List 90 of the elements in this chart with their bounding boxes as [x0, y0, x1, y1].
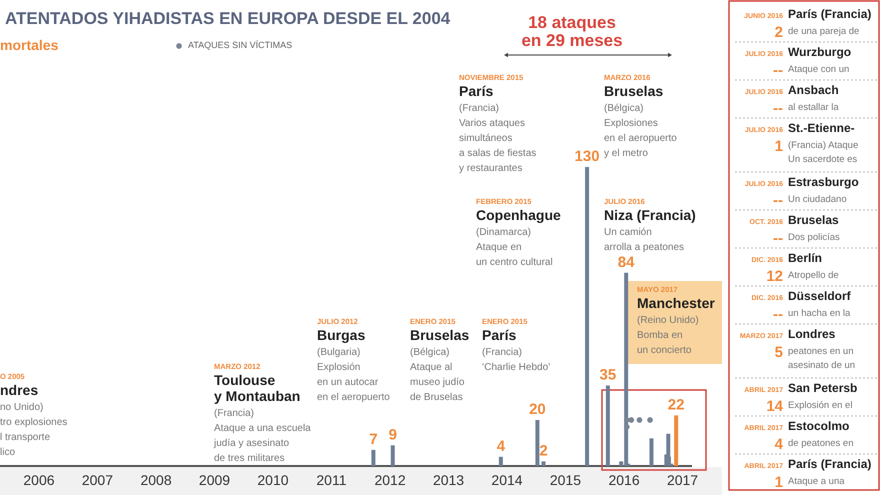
- text: Berlín: [788, 251, 822, 265]
- data-label: 84: [618, 254, 636, 271]
- x-tick-label: 2009: [198, 472, 230, 488]
- bar: [606, 386, 610, 466]
- chart-subtitle: mortales: [0, 37, 59, 53]
- text: 1: [774, 474, 783, 491]
- annotation: (Francia) Varios ataques simultáneos a salas de fiestas y restaurantes: [459, 103, 536, 174]
- legend-label: ATAQUES SIN VÍCTIMAS: [188, 40, 292, 50]
- x-tick-label: 2012: [374, 472, 406, 488]
- text: París (Francia): [788, 7, 872, 21]
- text: --: [773, 62, 783, 79]
- text: Estrasburgo: [788, 175, 859, 189]
- data-label: 22: [668, 396, 684, 414]
- x-tick-label: 2015: [550, 472, 582, 488]
- bar: [535, 420, 540, 466]
- text: (Francia) Ataque Un sacerdote es: [788, 140, 858, 165]
- annotation: Bruselas: [410, 327, 470, 343]
- chart-title: ATENTADOS YIHADISTAS EN EUROPA DESDE EL 2004: [5, 9, 451, 28]
- bar: [371, 450, 376, 466]
- annotation: (Francia) Ataque a una escuela judía y asesinato de tres militares: [213, 408, 312, 464]
- data-label: 7: [369, 430, 378, 448]
- text: 14: [766, 398, 784, 415]
- annotation: Copenhague: [476, 207, 561, 223]
- text: Ataque a una: [788, 476, 846, 487]
- text: 12: [766, 268, 783, 285]
- text: San Petersb: [788, 381, 858, 395]
- x-tick-label: 2016: [608, 472, 640, 488]
- bar: [498, 456, 503, 466]
- data-label: 35: [600, 366, 616, 384]
- x-tick-label: 2010: [257, 472, 289, 488]
- text: 1: [774, 138, 783, 155]
- text: 4: [774, 436, 784, 453]
- bar: [674, 415, 678, 466]
- data-label: 2: [539, 442, 548, 460]
- text: Atropello de: [788, 270, 839, 281]
- x-tick-label: 2014: [491, 472, 523, 488]
- x-tick-label: 2017: [666, 472, 698, 488]
- bar: [542, 461, 546, 466]
- bar: [390, 445, 395, 466]
- annotation: Burgas: [317, 327, 366, 343]
- text: de una pareja de: [788, 26, 860, 37]
- annotation: ndres: [0, 382, 38, 398]
- data-label: 4: [496, 438, 506, 455]
- text: --: [773, 192, 783, 209]
- annotation: Toulouse y Montauban: [214, 372, 300, 404]
- text: Ataque con un: [788, 64, 850, 75]
- data-label: 20: [529, 401, 546, 418]
- annotation: Un camión arrolla a peatones: [604, 227, 684, 253]
- text: --: [773, 306, 783, 323]
- text: Dos policías: [788, 232, 840, 243]
- data-label: 9: [388, 426, 397, 444]
- text: --: [773, 100, 783, 117]
- text: París (Francia): [788, 457, 872, 471]
- text: --: [773, 230, 783, 247]
- text: Explosión en el: [788, 400, 852, 411]
- text: peatones en un asesinato de un: [788, 346, 856, 371]
- text: 2: [774, 24, 783, 41]
- text: Bruselas: [788, 213, 840, 227]
- text: St.-Etienne-: [788, 121, 855, 135]
- annotation: (Francia) ‘Charlie Hebdo’: [482, 347, 550, 373]
- annotation: (Reino Unido) Bomba en un concierto: [637, 315, 699, 356]
- x-tick-label: 2008: [140, 472, 172, 488]
- x-tick-label: 2007: [82, 472, 114, 488]
- text: un hacha en la: [788, 308, 852, 319]
- text: Estocolmo: [788, 419, 850, 433]
- text: Ansbach: [788, 83, 839, 97]
- text: Londres: [788, 327, 836, 341]
- text: París: [459, 83, 494, 99]
- annotation: París: [482, 327, 516, 343]
- text: de peatones en: [788, 438, 854, 449]
- x-tick-label: 2013: [432, 472, 464, 488]
- text: Un ciudadano: [788, 194, 847, 205]
- data-label: 130: [574, 148, 600, 165]
- bar: [585, 167, 590, 466]
- bar: [649, 438, 654, 466]
- annotation: Manchester: [637, 295, 716, 311]
- annotation: no Unido) tro explosiones l transporte lico: [0, 402, 68, 458]
- x-tick-label: 2006: [23, 472, 55, 488]
- text: Wurzburgo: [788, 45, 852, 59]
- text: al estallar la: [788, 102, 840, 113]
- text: 5: [774, 344, 783, 361]
- annotation: (Bélgica) Ataque al museo judío de Bruselas: [410, 347, 465, 403]
- text: Düsseldorf: [788, 289, 852, 303]
- x-tick-label: 2011: [316, 472, 347, 488]
- annotation: (Dinamarca) Ataque en un centro cultural: [476, 227, 553, 268]
- annotation: (Bulgaria) Explosión en un autocar en el aeropuerto: [317, 347, 390, 403]
- text: Bruselas: [604, 83, 664, 99]
- text: 18 ataques en 29 meses: [521, 13, 623, 50]
- text: (Bélgica) Explosiones en el aeropuerto y el metro: [604, 103, 678, 159]
- annotation: Niza (Francia): [604, 207, 696, 223]
